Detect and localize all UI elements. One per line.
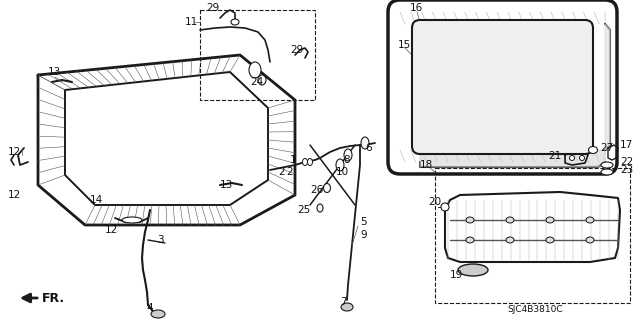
Text: 3: 3 (157, 235, 164, 245)
Text: 13: 13 (220, 180, 233, 190)
Text: 2: 2 (278, 167, 285, 177)
Ellipse shape (231, 19, 239, 25)
Text: 18: 18 (420, 160, 433, 170)
Ellipse shape (303, 159, 307, 166)
Ellipse shape (458, 264, 488, 276)
Ellipse shape (122, 217, 142, 223)
Ellipse shape (589, 146, 598, 153)
Text: 29: 29 (290, 45, 303, 55)
Ellipse shape (601, 162, 613, 168)
Text: 20: 20 (428, 197, 441, 207)
Ellipse shape (586, 217, 594, 223)
Text: 25: 25 (297, 205, 310, 215)
Ellipse shape (466, 217, 474, 223)
Text: 22: 22 (620, 157, 633, 167)
Text: 12: 12 (105, 225, 118, 235)
Ellipse shape (361, 137, 369, 149)
Text: 16: 16 (410, 3, 423, 13)
Text: 5: 5 (360, 217, 367, 227)
Text: 17: 17 (620, 140, 633, 150)
Text: 1: 1 (290, 155, 296, 165)
Text: 15: 15 (398, 40, 412, 50)
Text: 4: 4 (147, 303, 154, 313)
Text: 24: 24 (250, 77, 263, 87)
Ellipse shape (151, 310, 165, 318)
Ellipse shape (466, 237, 474, 243)
Ellipse shape (441, 203, 449, 211)
Polygon shape (605, 24, 610, 150)
Ellipse shape (579, 155, 584, 160)
Ellipse shape (586, 237, 594, 243)
Ellipse shape (546, 217, 554, 223)
Ellipse shape (546, 237, 554, 243)
Text: 12: 12 (8, 147, 21, 157)
Ellipse shape (601, 169, 613, 175)
FancyBboxPatch shape (388, 0, 617, 174)
Text: 23: 23 (620, 165, 633, 175)
Text: 12: 12 (8, 190, 21, 200)
Text: 27: 27 (600, 143, 613, 153)
Text: 29: 29 (206, 3, 220, 13)
Text: 7: 7 (340, 297, 347, 307)
Bar (435, 168, 630, 303)
Bar (200, 10, 315, 100)
Text: 11: 11 (185, 17, 198, 27)
Text: 8: 8 (343, 155, 349, 165)
Text: 10: 10 (336, 167, 349, 177)
Text: 2: 2 (286, 167, 292, 177)
Text: 6: 6 (365, 143, 372, 153)
Ellipse shape (249, 62, 261, 78)
Text: 26: 26 (310, 185, 323, 195)
Text: 13: 13 (48, 67, 61, 77)
Text: FR.: FR. (42, 292, 65, 305)
Ellipse shape (317, 204, 323, 212)
Text: 21: 21 (548, 151, 561, 161)
Ellipse shape (344, 149, 352, 161)
Ellipse shape (506, 217, 514, 223)
Text: 19: 19 (450, 270, 463, 280)
Ellipse shape (258, 75, 266, 85)
Text: 9: 9 (360, 230, 367, 240)
Ellipse shape (341, 303, 353, 311)
Text: SJC4B3810C: SJC4B3810C (507, 306, 563, 315)
Polygon shape (420, 150, 605, 167)
Ellipse shape (307, 159, 312, 166)
FancyBboxPatch shape (412, 20, 593, 154)
Ellipse shape (570, 155, 575, 160)
Text: 14: 14 (90, 195, 103, 205)
Ellipse shape (336, 159, 344, 171)
Ellipse shape (506, 237, 514, 243)
Ellipse shape (323, 183, 330, 192)
